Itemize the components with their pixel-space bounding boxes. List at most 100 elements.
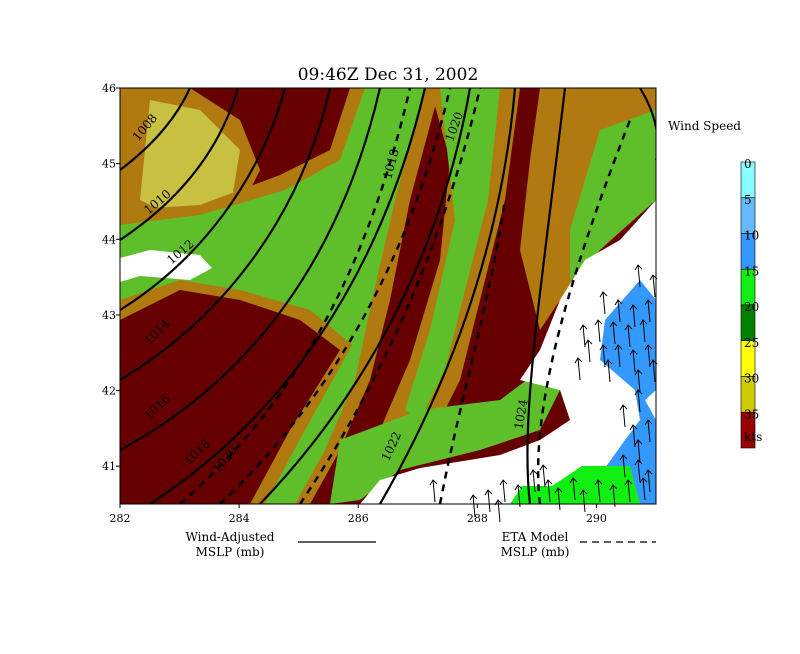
wind-arrow (599, 344, 608, 368)
contour (120, 88, 192, 171)
legend-label: MSLP (mb) (196, 545, 265, 559)
wind-arrow (494, 499, 503, 523)
wind-arrow (574, 357, 583, 381)
axes: 282 284 286 288 290 41 42 43 44 45 46 (102, 82, 607, 525)
wind-arrow (529, 469, 538, 493)
wind-arrow (634, 389, 643, 413)
contour (120, 88, 240, 241)
x-tick-label: 290 (586, 512, 607, 525)
wind-arrow (609, 484, 618, 508)
wind-arrow (644, 419, 653, 443)
wind-arrow (499, 479, 508, 503)
wind-arrow (644, 469, 653, 493)
y-tick-label: 41 (102, 460, 116, 473)
colorbar-label: 10 (744, 229, 759, 243)
colorbar-swatch (740, 411, 756, 449)
wind-arrow (554, 487, 563, 511)
terrain-band (120, 88, 425, 504)
colorbar: Wind Speed 0 5 10 15 20 25 30 35 kts (668, 119, 762, 449)
wind-arrow (604, 359, 613, 383)
wind-arrow (609, 321, 618, 345)
contour (120, 88, 382, 451)
colorbar-label: 15 (744, 264, 759, 278)
wind-arrow (649, 359, 658, 383)
x-tick-label: 282 (110, 512, 131, 525)
wind-arrow (514, 484, 523, 508)
wind-arrow (639, 477, 648, 501)
eta-contour (298, 88, 482, 504)
terrain-map (120, 88, 656, 504)
wind-arrow (629, 304, 638, 328)
contour (149, 88, 427, 504)
y-tick-label: 46 (102, 82, 116, 95)
colorbar-label: 5 (744, 193, 752, 207)
eta-contour (179, 88, 412, 504)
colorbar-unit: kts (744, 430, 762, 444)
contour (259, 88, 472, 504)
wind-arrow (619, 454, 628, 478)
wind-arrow (469, 494, 478, 518)
legend-label: Wind-Adjusted (186, 530, 275, 544)
terrain-band (405, 88, 500, 420)
wind-arrow (594, 319, 603, 343)
contour (639, 88, 656, 160)
wind-arrow (634, 264, 643, 288)
colorbar-label: 30 (744, 372, 759, 386)
terrain-band (330, 370, 560, 504)
wind-arrow (634, 369, 643, 393)
wind-arrow (599, 291, 608, 315)
wind-arrow (614, 344, 623, 368)
wind-arrow (429, 479, 438, 503)
wind-arrow (649, 274, 658, 298)
wind-arrow (584, 339, 593, 363)
wind-arrow (484, 489, 493, 513)
wind-arrow (594, 479, 603, 503)
x-tick-label: 288 (467, 512, 488, 525)
contour-label: 1024 (512, 398, 531, 431)
colorbar-label: 20 (744, 300, 759, 314)
title: 09:46Z Dec 31, 2002 (298, 65, 479, 85)
wind-arrow (579, 324, 588, 348)
wind-arrow (619, 404, 628, 428)
wind-arrow (629, 349, 638, 373)
map-frame (119, 87, 657, 505)
colorbar-title: Wind Speed (668, 119, 741, 133)
wind-arrow (644, 299, 653, 323)
colorbar-label: 25 (744, 336, 759, 350)
y-tick-label: 45 (102, 158, 116, 171)
y-tick-label: 44 (102, 233, 116, 246)
lake (120, 250, 212, 282)
wind-arrow (544, 479, 553, 503)
wind-arrow (614, 299, 623, 323)
contour (379, 88, 517, 504)
contour (120, 88, 287, 311)
eta-contour (536, 119, 632, 504)
contour (526, 88, 567, 504)
terrain-band (140, 100, 240, 220)
wind-arrow (624, 324, 633, 348)
ocean (360, 200, 656, 504)
wind-arrow (579, 489, 588, 513)
legend-label: MSLP (mb) (501, 545, 570, 559)
wind-arrow (539, 464, 548, 488)
x-tick-label: 284 (229, 512, 250, 525)
wind-arrows (429, 264, 658, 523)
terrain-band (570, 110, 656, 280)
y-tick-label: 42 (102, 385, 116, 398)
wind-arrow (644, 344, 653, 368)
x-tick-label: 286 (348, 512, 369, 525)
colorbar-label: 35 (744, 407, 759, 421)
legend-label: ETA Model (502, 530, 569, 544)
wind-arrow (634, 439, 643, 463)
eta-contour (438, 199, 507, 504)
colorbar-label: 0 (744, 157, 752, 171)
wind-arrow (569, 477, 578, 501)
wind-speed-area (510, 466, 640, 504)
wind-arrow (624, 479, 633, 503)
wind-arrow (634, 459, 643, 483)
y-tick-label: 43 (102, 309, 116, 322)
wind-arrow (629, 424, 638, 448)
contour (120, 88, 332, 381)
